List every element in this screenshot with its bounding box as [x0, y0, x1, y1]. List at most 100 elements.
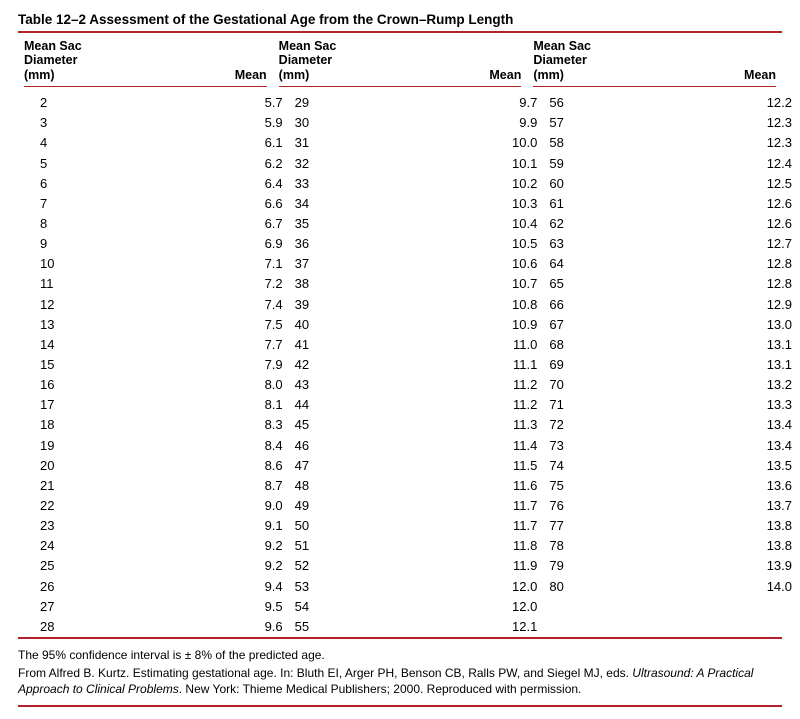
- cell-diameter: 53: [279, 577, 411, 597]
- cell-mean: 13.8: [666, 516, 800, 536]
- table-row: 309.9: [279, 113, 522, 133]
- cell-diameter: 30: [279, 113, 411, 133]
- header-mean: Mean: [650, 68, 788, 82]
- cell-diameter: 12: [24, 295, 156, 315]
- cell-mean: 12.3: [666, 133, 800, 153]
- table-row: 4111.0: [279, 335, 522, 355]
- table-row: 6112.6: [533, 194, 776, 214]
- cell-diameter: 5: [24, 154, 156, 174]
- table-row: 5512.1: [279, 617, 522, 637]
- table-row: 117.2: [24, 274, 267, 294]
- cell-diameter: 52: [279, 556, 411, 576]
- column-header: Mean SacDiameter(mm)Mean: [279, 33, 522, 87]
- cell-mean: 13.1: [666, 335, 800, 355]
- cell-diameter: 75: [533, 476, 665, 496]
- table-row: 46.1: [24, 133, 267, 153]
- cell-diameter: 20: [24, 456, 156, 476]
- column-body: 299.7309.93110.03210.13310.23410.33510.4…: [279, 93, 522, 637]
- cell-diameter: 3: [24, 113, 156, 133]
- header-mean: Mean: [140, 68, 278, 82]
- table-row: 6813.1: [533, 335, 776, 355]
- cell-diameter: 28: [24, 617, 156, 637]
- table-row: 208.6: [24, 456, 267, 476]
- cell-diameter: 65: [533, 274, 665, 294]
- cell-diameter: 72: [533, 415, 665, 435]
- table-row: 188.3: [24, 415, 267, 435]
- table-row: 4511.3: [279, 415, 522, 435]
- cell-diameter: 62: [533, 214, 665, 234]
- cell-diameter: 56: [533, 93, 665, 113]
- header-diameter: Mean SacDiameter(mm): [533, 39, 649, 82]
- cell-diameter: 27: [24, 597, 156, 617]
- table-row: 25.7: [24, 93, 267, 113]
- cell-diameter: 42: [279, 355, 411, 375]
- cell-mean: 13.0: [666, 315, 800, 335]
- cell-diameter: 7: [24, 194, 156, 214]
- cell-diameter: 79: [533, 556, 665, 576]
- table-row: 3910.8: [279, 295, 522, 315]
- cell-diameter: 15: [24, 355, 156, 375]
- cell-diameter: 19: [24, 436, 156, 456]
- table-row: 4311.2: [279, 375, 522, 395]
- column-body: 25.735.946.156.266.476.686.796.9107.1117…: [24, 93, 267, 637]
- table-row: 8014.0: [533, 577, 776, 597]
- cell-diameter: 76: [533, 496, 665, 516]
- table-column: Mean SacDiameter(mm)Mean 299.7309.93110.0…: [273, 33, 528, 637]
- table-row: 6212.6: [533, 214, 776, 234]
- cell-mean: 13.6: [666, 476, 800, 496]
- cell-mean: 14.0: [666, 577, 800, 597]
- cell-mean: 13.8: [666, 536, 800, 556]
- column-header: Mean SacDiameter(mm)Mean: [533, 33, 776, 87]
- cell-diameter: 18: [24, 415, 156, 435]
- table-row: 107.1: [24, 254, 267, 274]
- cell-diameter: 74: [533, 456, 665, 476]
- table-row: 35.9: [24, 113, 267, 133]
- cell-diameter: 44: [279, 395, 411, 415]
- table-column: Mean SacDiameter(mm)Mean 5612.25712.35812…: [527, 33, 782, 637]
- column-header: Mean SacDiameter(mm)Mean: [24, 33, 267, 87]
- cell-mean: 12.6: [666, 214, 800, 234]
- table-row: 7813.8: [533, 536, 776, 556]
- cell-diameter: 23: [24, 516, 156, 536]
- table-row: 6412.8: [533, 254, 776, 274]
- table-row: 7513.6: [533, 476, 776, 496]
- table-row: 76.6: [24, 194, 267, 214]
- table-row: 3710.6: [279, 254, 522, 274]
- table-row: 5712.3: [533, 113, 776, 133]
- table-row: 4211.1: [279, 355, 522, 375]
- cell-diameter: 10: [24, 254, 156, 274]
- cell-diameter: 36: [279, 234, 411, 254]
- table-row: 7113.3: [533, 395, 776, 415]
- cell-mean: 13.2: [666, 375, 800, 395]
- cell-diameter: 51: [279, 536, 411, 556]
- table-row: 4911.7: [279, 496, 522, 516]
- cell-mean: 12.7: [666, 234, 800, 254]
- cell-mean: 12.9: [666, 295, 800, 315]
- cell-diameter: 29: [279, 93, 411, 113]
- cell-diameter: 61: [533, 194, 665, 214]
- cell-diameter: 14: [24, 335, 156, 355]
- cell-diameter: 6: [24, 174, 156, 194]
- table-row: 7013.2: [533, 375, 776, 395]
- table-row: 6012.5: [533, 174, 776, 194]
- table-row: 137.5: [24, 315, 267, 335]
- table-footnote: The 95% confidence interval is ± 8% of t…: [18, 639, 782, 708]
- cell-diameter: 43: [279, 375, 411, 395]
- table-row: 229.0: [24, 496, 267, 516]
- cell-mean: 12.8: [666, 274, 800, 294]
- table-row: 5211.9: [279, 556, 522, 576]
- column-body: 5612.25712.35812.35912.46012.56112.66212…: [533, 93, 776, 597]
- table-row: 6312.7: [533, 234, 776, 254]
- table-row: 5011.7: [279, 516, 522, 536]
- cell-diameter: 66: [533, 295, 665, 315]
- cell-diameter: 8: [24, 214, 156, 234]
- table-row: 66.4: [24, 174, 267, 194]
- cell-diameter: 9: [24, 234, 156, 254]
- cell-diameter: 40: [279, 315, 411, 335]
- cell-diameter: 80: [533, 577, 665, 597]
- cell-diameter: 21: [24, 476, 156, 496]
- cell-diameter: 54: [279, 597, 411, 617]
- cell-diameter: 34: [279, 194, 411, 214]
- cell-diameter: 59: [533, 154, 665, 174]
- cell-diameter: 73: [533, 436, 665, 456]
